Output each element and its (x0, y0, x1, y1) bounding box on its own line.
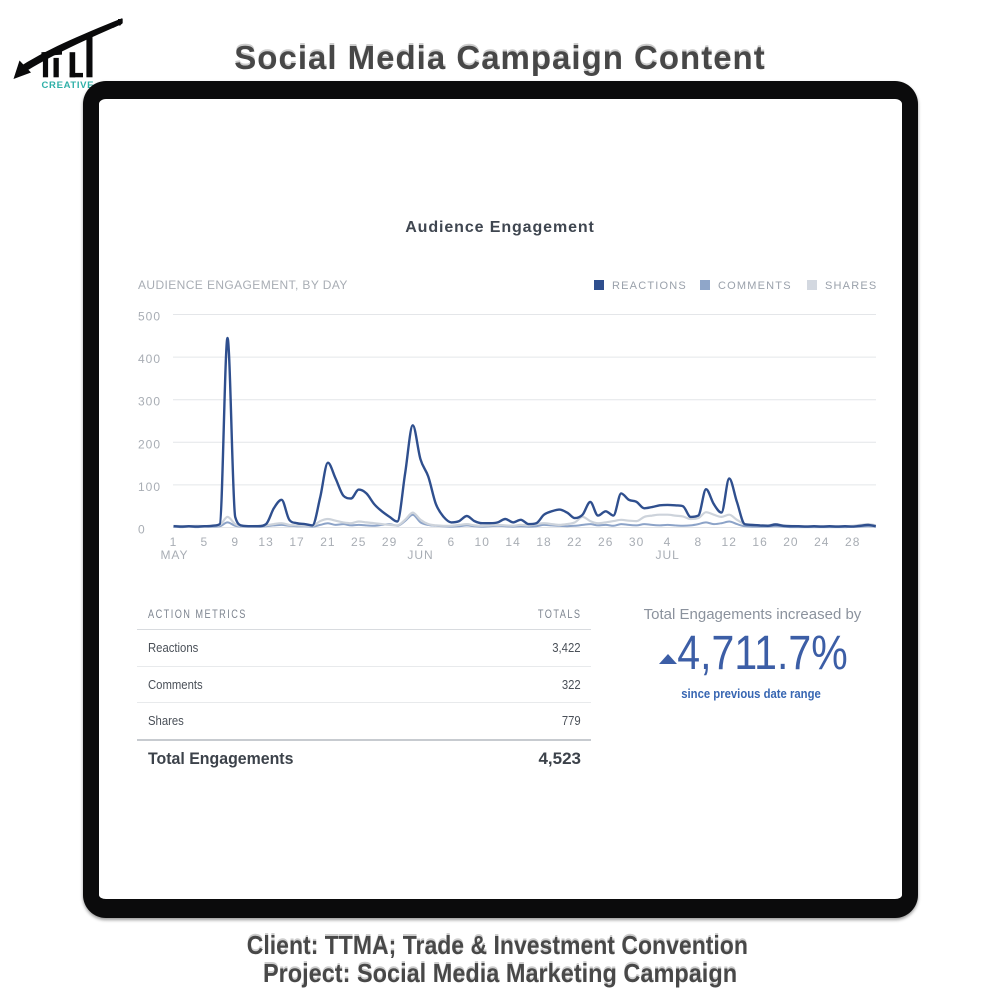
svg-text:13: 13 (258, 535, 273, 549)
svg-text:JUL: JUL (656, 548, 680, 562)
svg-text:29: 29 (382, 535, 397, 549)
svg-text:25: 25 (351, 535, 366, 549)
svg-text:200: 200 (138, 437, 161, 451)
svg-text:6: 6 (447, 535, 455, 549)
svg-text:CREATIVE: CREATIVE (42, 80, 94, 91)
svg-text:JUN: JUN (407, 548, 433, 562)
svg-text:30: 30 (629, 535, 644, 549)
svg-text:24: 24 (814, 535, 829, 549)
svg-text:300: 300 (138, 395, 161, 409)
svg-text:14: 14 (505, 535, 520, 549)
svg-text:16: 16 (752, 535, 767, 549)
svg-text:20: 20 (783, 535, 798, 549)
svg-text:500: 500 (138, 310, 161, 324)
svg-text:8: 8 (694, 535, 702, 549)
svg-text:10: 10 (475, 535, 490, 549)
svg-text:100: 100 (138, 480, 161, 494)
svg-text:MAY: MAY (160, 548, 188, 562)
svg-text:0: 0 (138, 523, 146, 537)
svg-text:400: 400 (138, 352, 161, 366)
svg-text:17: 17 (289, 535, 304, 549)
svg-text:9: 9 (231, 535, 239, 549)
svg-text:2: 2 (417, 535, 425, 549)
svg-text:21: 21 (320, 535, 335, 549)
svg-text:5: 5 (201, 535, 209, 549)
svg-text:26: 26 (598, 535, 613, 549)
svg-text:12: 12 (722, 535, 737, 549)
svg-text:18: 18 (536, 535, 551, 549)
svg-text:22: 22 (567, 535, 582, 549)
svg-text:1: 1 (170, 535, 178, 549)
svg-text:4: 4 (664, 535, 672, 549)
svg-text:28: 28 (845, 535, 860, 549)
